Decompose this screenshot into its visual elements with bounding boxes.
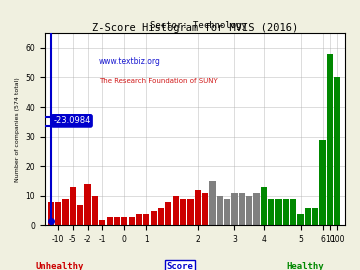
Text: -23.0984: -23.0984 bbox=[53, 116, 90, 125]
Bar bbox=[253, 193, 260, 225]
Bar bbox=[202, 193, 208, 225]
Title: Z-Score Histogram for MVIS (2016): Z-Score Histogram for MVIS (2016) bbox=[92, 23, 298, 33]
Bar bbox=[55, 202, 61, 225]
Bar bbox=[217, 196, 223, 225]
Text: www.textbiz.org: www.textbiz.org bbox=[99, 57, 161, 66]
Bar bbox=[172, 196, 179, 225]
Bar bbox=[239, 193, 245, 225]
Text: Unhealthy: Unhealthy bbox=[36, 262, 84, 270]
Bar bbox=[195, 190, 201, 225]
Bar bbox=[99, 220, 105, 225]
Bar bbox=[319, 140, 326, 225]
Bar bbox=[165, 202, 171, 225]
Bar bbox=[246, 196, 252, 225]
Bar bbox=[305, 208, 311, 225]
Bar bbox=[136, 214, 142, 225]
Bar bbox=[180, 199, 186, 225]
Bar bbox=[107, 217, 113, 225]
Bar bbox=[209, 181, 216, 225]
Bar bbox=[290, 199, 296, 225]
Text: Healthy: Healthy bbox=[286, 262, 324, 270]
Bar bbox=[268, 199, 274, 225]
Bar bbox=[143, 214, 149, 225]
Bar bbox=[114, 217, 120, 225]
Bar bbox=[48, 202, 54, 225]
Bar bbox=[121, 217, 127, 225]
Bar bbox=[63, 199, 69, 225]
Bar bbox=[327, 54, 333, 225]
Bar bbox=[297, 214, 303, 225]
Bar bbox=[261, 187, 267, 225]
Bar bbox=[158, 208, 164, 225]
Bar bbox=[275, 199, 282, 225]
Bar bbox=[224, 199, 230, 225]
Y-axis label: Number of companies (574 total): Number of companies (574 total) bbox=[15, 77, 20, 182]
Bar bbox=[312, 208, 318, 225]
Bar bbox=[283, 199, 289, 225]
Bar bbox=[334, 77, 340, 225]
Bar bbox=[129, 217, 135, 225]
Bar bbox=[85, 184, 91, 225]
Bar bbox=[92, 196, 98, 225]
Bar bbox=[231, 193, 238, 225]
Bar bbox=[187, 199, 194, 225]
Text: Sector: Technology: Sector: Technology bbox=[150, 21, 246, 30]
Text: The Research Foundation of SUNY: The Research Foundation of SUNY bbox=[99, 78, 218, 84]
Bar bbox=[70, 187, 76, 225]
Bar bbox=[77, 205, 84, 225]
Text: Score: Score bbox=[167, 262, 193, 270]
Bar bbox=[150, 211, 157, 225]
